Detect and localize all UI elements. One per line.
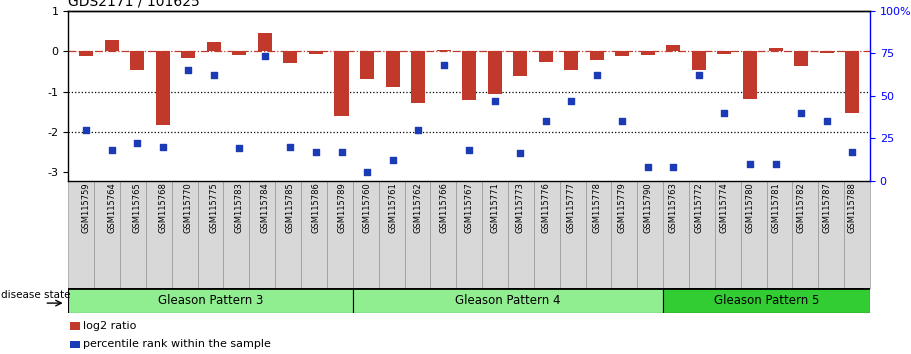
Point	[385, 157, 400, 163]
Point	[258, 54, 272, 59]
Bar	[79, 51, 93, 56]
Point	[360, 169, 374, 175]
Bar	[309, 51, 323, 53]
FancyBboxPatch shape	[663, 288, 870, 313]
Bar	[845, 51, 859, 113]
Bar	[769, 48, 783, 51]
Bar	[666, 45, 681, 51]
Point	[538, 118, 553, 124]
Point	[181, 67, 196, 73]
Bar	[360, 51, 374, 79]
Point	[156, 144, 170, 149]
Bar	[156, 51, 169, 125]
Point	[462, 147, 476, 153]
Bar	[743, 51, 757, 99]
Bar	[411, 51, 425, 103]
Bar	[436, 50, 451, 51]
Point	[768, 161, 783, 166]
Point	[232, 145, 247, 151]
Bar	[615, 51, 630, 56]
Point	[513, 150, 527, 156]
Point	[436, 62, 451, 68]
Point	[666, 164, 681, 170]
Point	[717, 110, 732, 115]
Point	[334, 149, 349, 154]
Point	[105, 147, 119, 153]
Point	[130, 140, 145, 146]
Bar	[283, 51, 298, 63]
Bar	[258, 33, 272, 51]
Point	[640, 164, 655, 170]
Bar	[640, 51, 655, 55]
Point	[793, 110, 808, 115]
Bar	[70, 341, 80, 348]
Bar	[130, 51, 144, 70]
FancyBboxPatch shape	[68, 288, 353, 313]
Text: GDS2171 / 101625: GDS2171 / 101625	[68, 0, 200, 8]
Bar	[692, 51, 706, 70]
Text: Gleason Pattern 5: Gleason Pattern 5	[714, 294, 819, 307]
Point	[819, 118, 834, 124]
Point	[309, 149, 323, 154]
Text: percentile rank within the sample: percentile rank within the sample	[84, 339, 271, 349]
Point	[79, 127, 94, 132]
Text: Gleason Pattern 3: Gleason Pattern 3	[158, 294, 263, 307]
Text: Gleason Pattern 4: Gleason Pattern 4	[456, 294, 560, 307]
Point	[615, 118, 630, 124]
Bar	[718, 51, 732, 54]
Bar	[589, 51, 604, 60]
Point	[207, 72, 221, 78]
Bar	[794, 51, 808, 67]
Text: disease state: disease state	[2, 290, 71, 300]
Bar	[70, 322, 80, 330]
Bar	[181, 51, 195, 58]
Bar	[105, 40, 118, 51]
Point	[564, 98, 578, 103]
Bar	[820, 51, 834, 53]
Bar	[385, 51, 400, 87]
Point	[589, 72, 604, 78]
Point	[844, 149, 859, 154]
Point	[742, 161, 757, 166]
Point	[691, 72, 706, 78]
FancyBboxPatch shape	[353, 288, 663, 313]
Bar	[232, 51, 246, 55]
Point	[411, 127, 425, 132]
Bar	[513, 51, 527, 76]
Bar	[538, 51, 553, 62]
Bar	[462, 51, 476, 101]
Point	[487, 98, 502, 103]
Bar	[207, 42, 220, 51]
Bar	[564, 51, 578, 70]
Point	[283, 144, 298, 149]
Text: log2 ratio: log2 ratio	[84, 321, 137, 331]
Bar	[334, 51, 349, 116]
Bar	[487, 51, 502, 93]
